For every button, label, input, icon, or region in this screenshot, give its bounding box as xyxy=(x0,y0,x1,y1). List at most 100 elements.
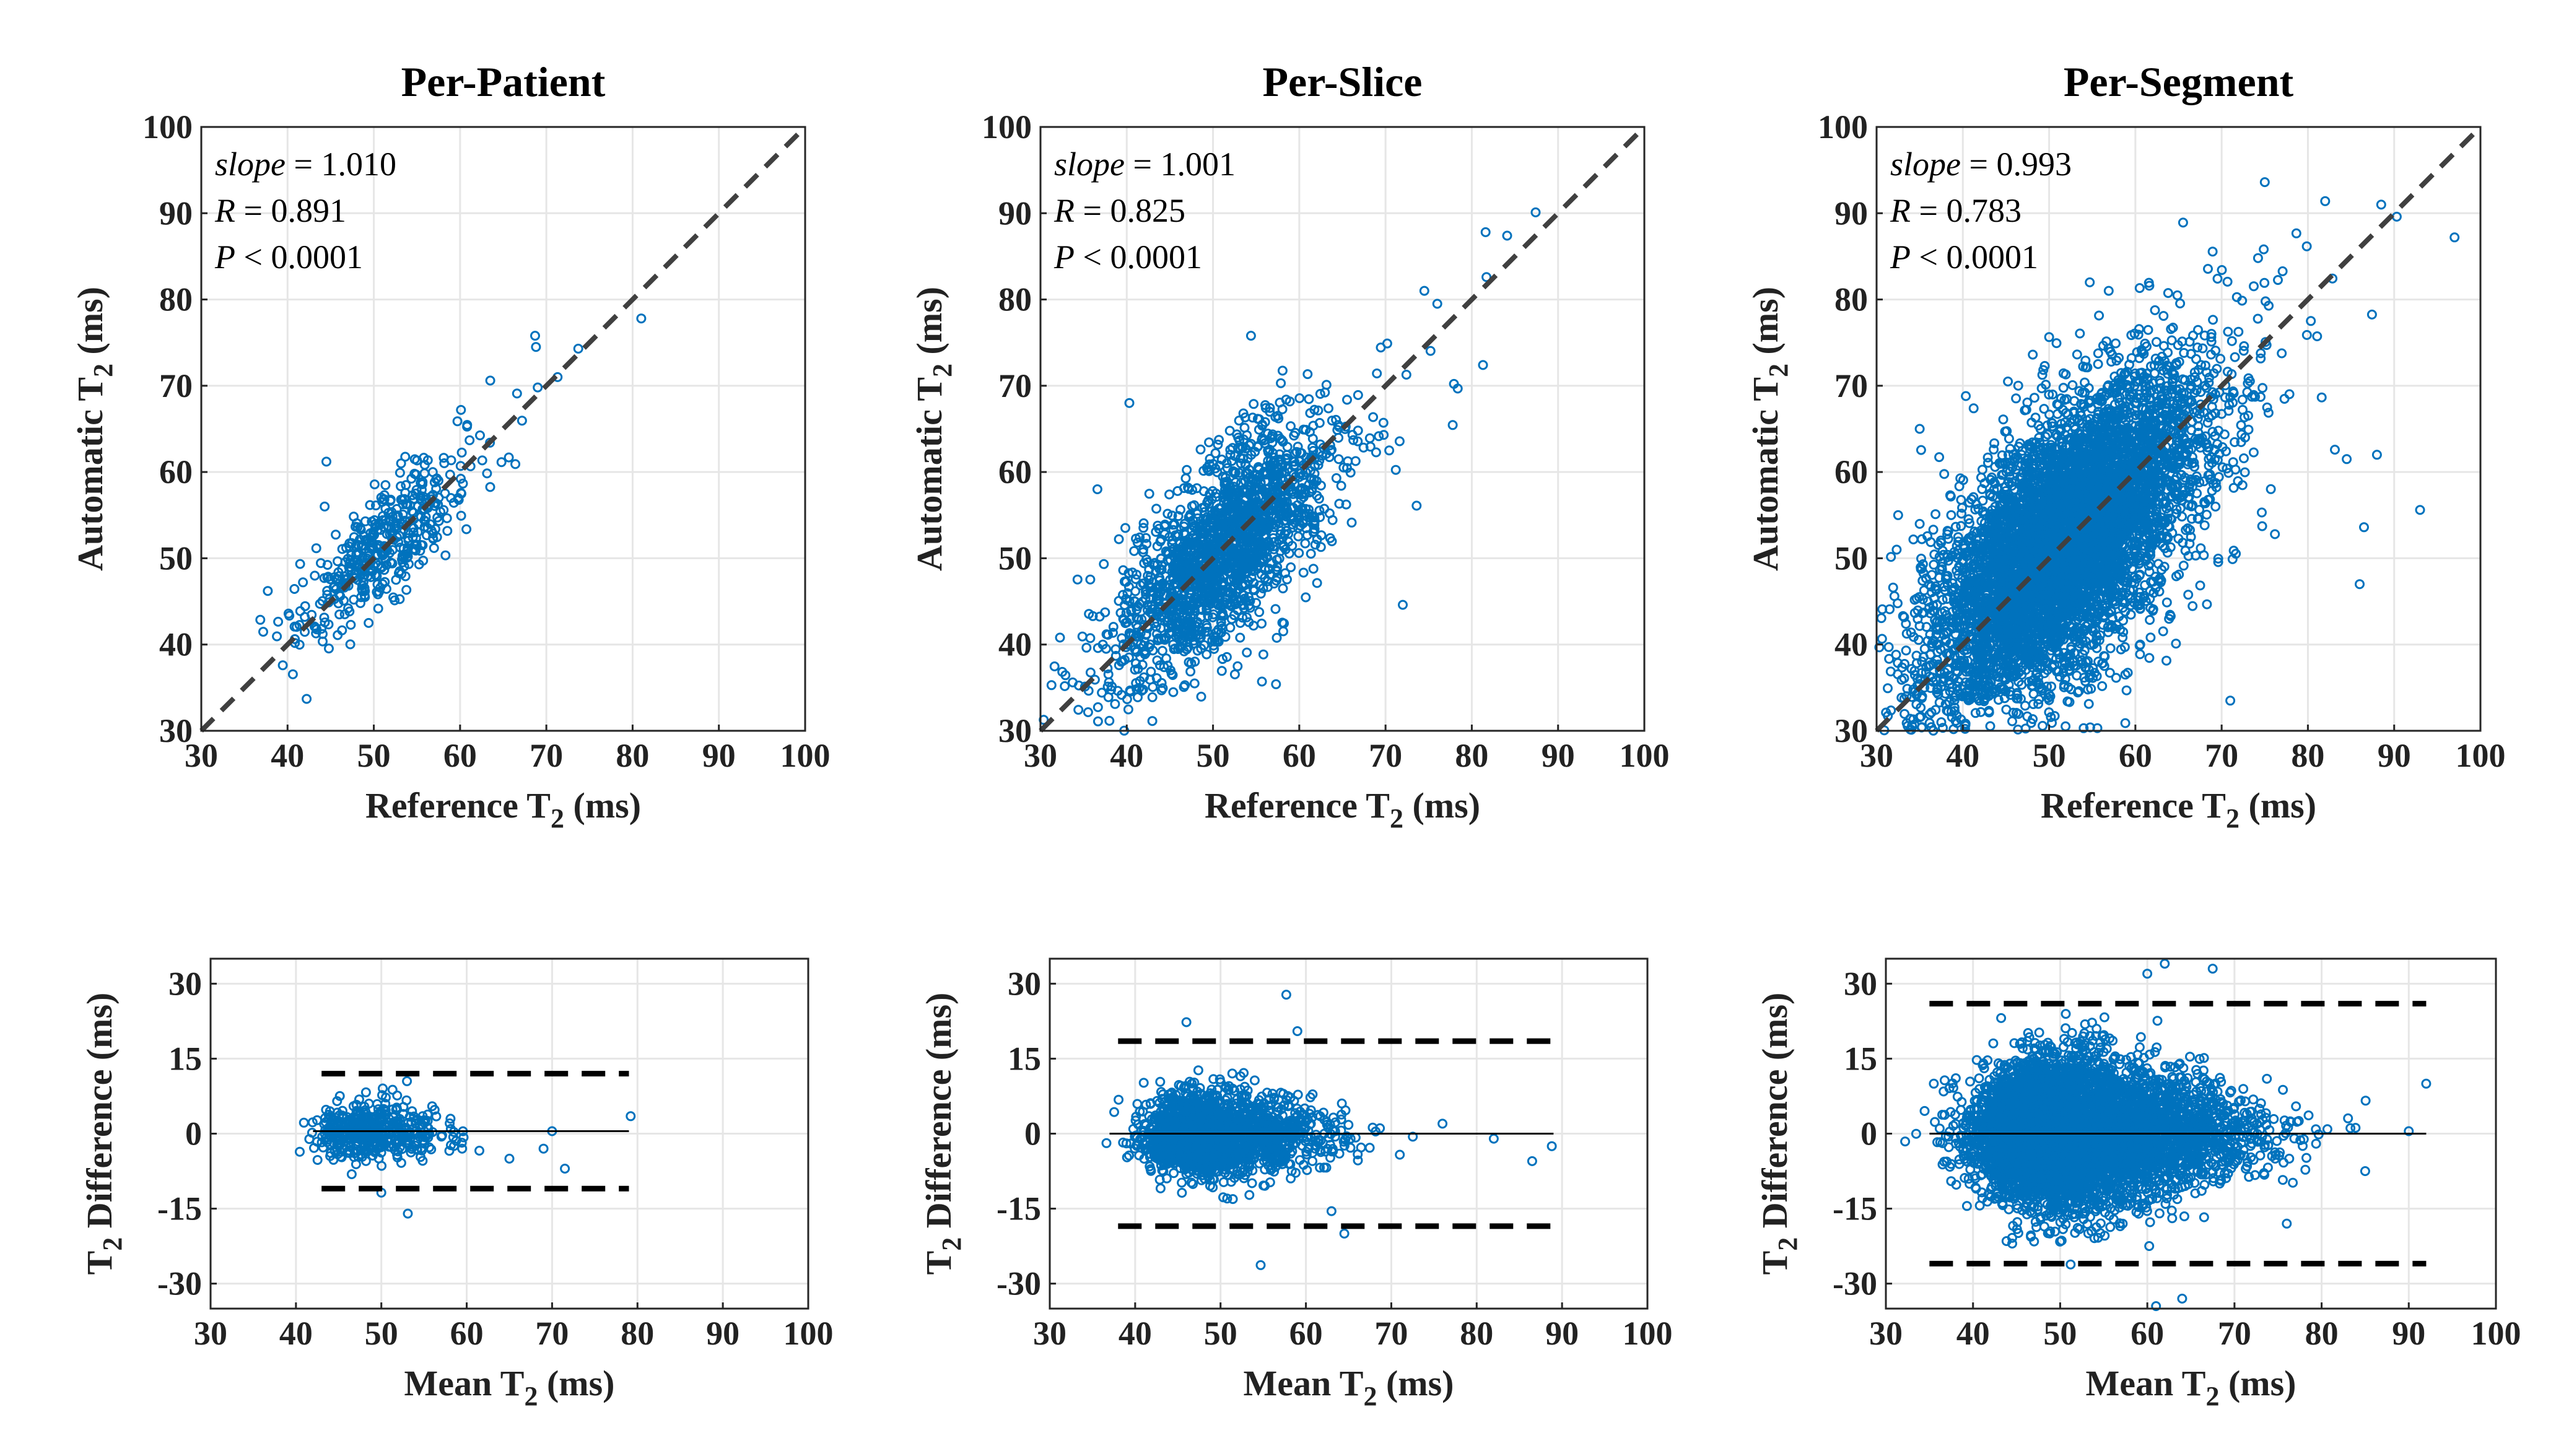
data-point xyxy=(1502,230,1512,241)
data-point xyxy=(2227,336,2237,346)
data-point xyxy=(1168,687,1179,697)
stat-annotation: slope = 1.010 xyxy=(215,146,396,183)
data-point xyxy=(1342,395,1352,405)
data-point xyxy=(380,554,390,564)
data-point xyxy=(272,631,282,642)
data-point xyxy=(2233,326,2244,337)
data-point xyxy=(1308,564,1319,574)
data-point xyxy=(1336,481,1346,491)
data-point xyxy=(385,494,396,505)
data-point xyxy=(485,482,495,492)
data-point xyxy=(1934,452,1945,463)
x-tick-label: 60 xyxy=(1283,737,1316,774)
data-point xyxy=(396,481,406,492)
y-tick-label: 80 xyxy=(998,281,1032,318)
data-point xyxy=(395,468,405,478)
data-point xyxy=(1225,622,1236,633)
data-point xyxy=(1085,574,1096,585)
x-tick-label: 90 xyxy=(702,737,736,774)
data-point xyxy=(1364,433,1375,443)
data-point xyxy=(1333,454,1344,464)
data-point xyxy=(1480,227,1491,237)
data-point xyxy=(377,562,387,573)
data-point xyxy=(310,570,320,581)
data-point xyxy=(312,624,322,635)
data-point xyxy=(430,501,440,511)
data-point xyxy=(391,518,401,528)
data-point xyxy=(530,331,540,341)
data-point xyxy=(346,550,357,560)
data-point xyxy=(397,495,408,505)
data-point xyxy=(1302,369,1313,380)
data-point xyxy=(344,606,355,617)
data-point xyxy=(1224,425,1235,436)
data-point xyxy=(1411,500,1422,511)
data-point xyxy=(364,617,374,628)
data-point xyxy=(1072,574,1083,585)
data-point xyxy=(1914,518,1925,529)
data-point xyxy=(1229,669,1240,679)
data-point xyxy=(1254,607,1265,617)
data-point xyxy=(475,430,485,440)
data-point xyxy=(349,595,359,605)
data-point xyxy=(1270,604,1281,614)
data-point xyxy=(373,603,383,614)
data-point xyxy=(1334,499,1345,509)
stat-annotation: R = 0.825 xyxy=(1053,192,1185,229)
data-point xyxy=(2259,244,2269,255)
data-point xyxy=(2230,352,2240,362)
data-point xyxy=(277,660,288,671)
y-tick-label: 40 xyxy=(159,626,193,663)
data-point xyxy=(373,518,384,528)
data-point xyxy=(442,513,452,523)
data-point xyxy=(358,541,369,551)
data-point xyxy=(324,643,334,654)
data-point xyxy=(462,421,473,432)
data-point xyxy=(372,571,382,582)
data-point xyxy=(1298,567,1309,578)
y-tick-label: 50 xyxy=(159,539,193,577)
data-point xyxy=(1092,484,1102,494)
data-point xyxy=(1277,365,1288,376)
data-point xyxy=(374,586,385,597)
data-point xyxy=(2253,253,2263,263)
y-tick-label: 100 xyxy=(982,108,1032,146)
data-point xyxy=(360,592,370,602)
data-point xyxy=(351,521,360,532)
data-point xyxy=(289,584,300,594)
data-point xyxy=(334,609,344,620)
data-point xyxy=(465,435,475,445)
data-point xyxy=(1189,678,1200,689)
data-point xyxy=(1278,626,1288,637)
data-point xyxy=(320,617,330,627)
data-point xyxy=(412,501,423,512)
data-point xyxy=(322,560,333,570)
data-point xyxy=(349,532,359,543)
data-point xyxy=(1258,649,1268,660)
x-tick-label: 100 xyxy=(780,737,831,774)
x-tick-label: 50 xyxy=(357,737,391,774)
data-point xyxy=(365,500,375,510)
data-point xyxy=(1110,699,1120,709)
data-point xyxy=(485,375,495,386)
data-point xyxy=(2038,721,2048,731)
data-point xyxy=(1147,692,1158,702)
data-point xyxy=(1278,583,1288,594)
data-point xyxy=(1978,495,1988,506)
data-point xyxy=(387,558,398,569)
data-point xyxy=(1315,389,1325,399)
data-point xyxy=(365,556,376,567)
y-tick-label: 70 xyxy=(998,367,1032,404)
data-point xyxy=(2093,359,2103,369)
data-point xyxy=(2134,283,2145,294)
data-point xyxy=(1353,390,1363,400)
data-point xyxy=(1271,632,1282,643)
data-point xyxy=(2194,505,2205,515)
y-tick-label: 80 xyxy=(159,281,193,318)
data-point xyxy=(2161,597,2172,608)
data-point xyxy=(1447,420,1458,430)
data-point xyxy=(1103,692,1114,702)
chart-title: Per-Slice xyxy=(1263,58,1423,105)
data-point xyxy=(461,524,472,534)
data-point xyxy=(337,544,347,554)
